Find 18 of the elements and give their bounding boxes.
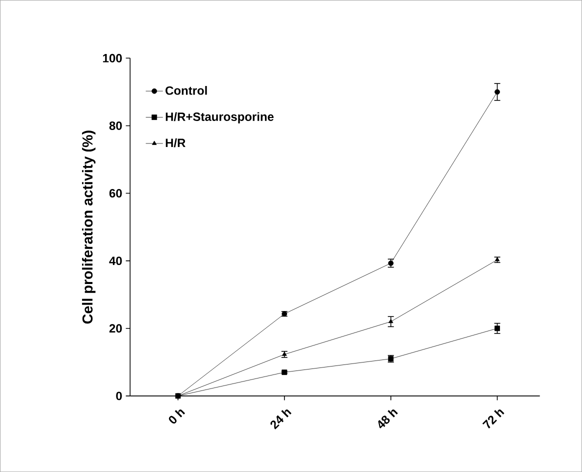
y-tick-label: 80 xyxy=(109,121,122,130)
y-tick-label: 100 xyxy=(103,54,122,62)
legend-label: Control xyxy=(166,86,207,95)
legend-label: H/R xyxy=(166,138,186,148)
point xyxy=(388,318,394,324)
y-tick-label: 0 xyxy=(116,392,122,400)
x-tick-label: 72 h xyxy=(482,410,504,428)
point xyxy=(494,326,500,332)
y-tick-label: 20 xyxy=(109,324,122,333)
legend-label: H/R+Staurosporine xyxy=(166,112,274,124)
x-tick-label: 24 h xyxy=(270,410,292,430)
x-tick-label: 0 h xyxy=(168,410,186,424)
y-tick-label: 40 xyxy=(109,256,122,266)
point xyxy=(494,89,500,95)
y-tick-label: 60 xyxy=(109,188,122,198)
point xyxy=(388,260,394,266)
x-tick-label: 48 h xyxy=(378,410,398,428)
y-axis-title: Cell proliferation activity (%) xyxy=(82,130,96,324)
